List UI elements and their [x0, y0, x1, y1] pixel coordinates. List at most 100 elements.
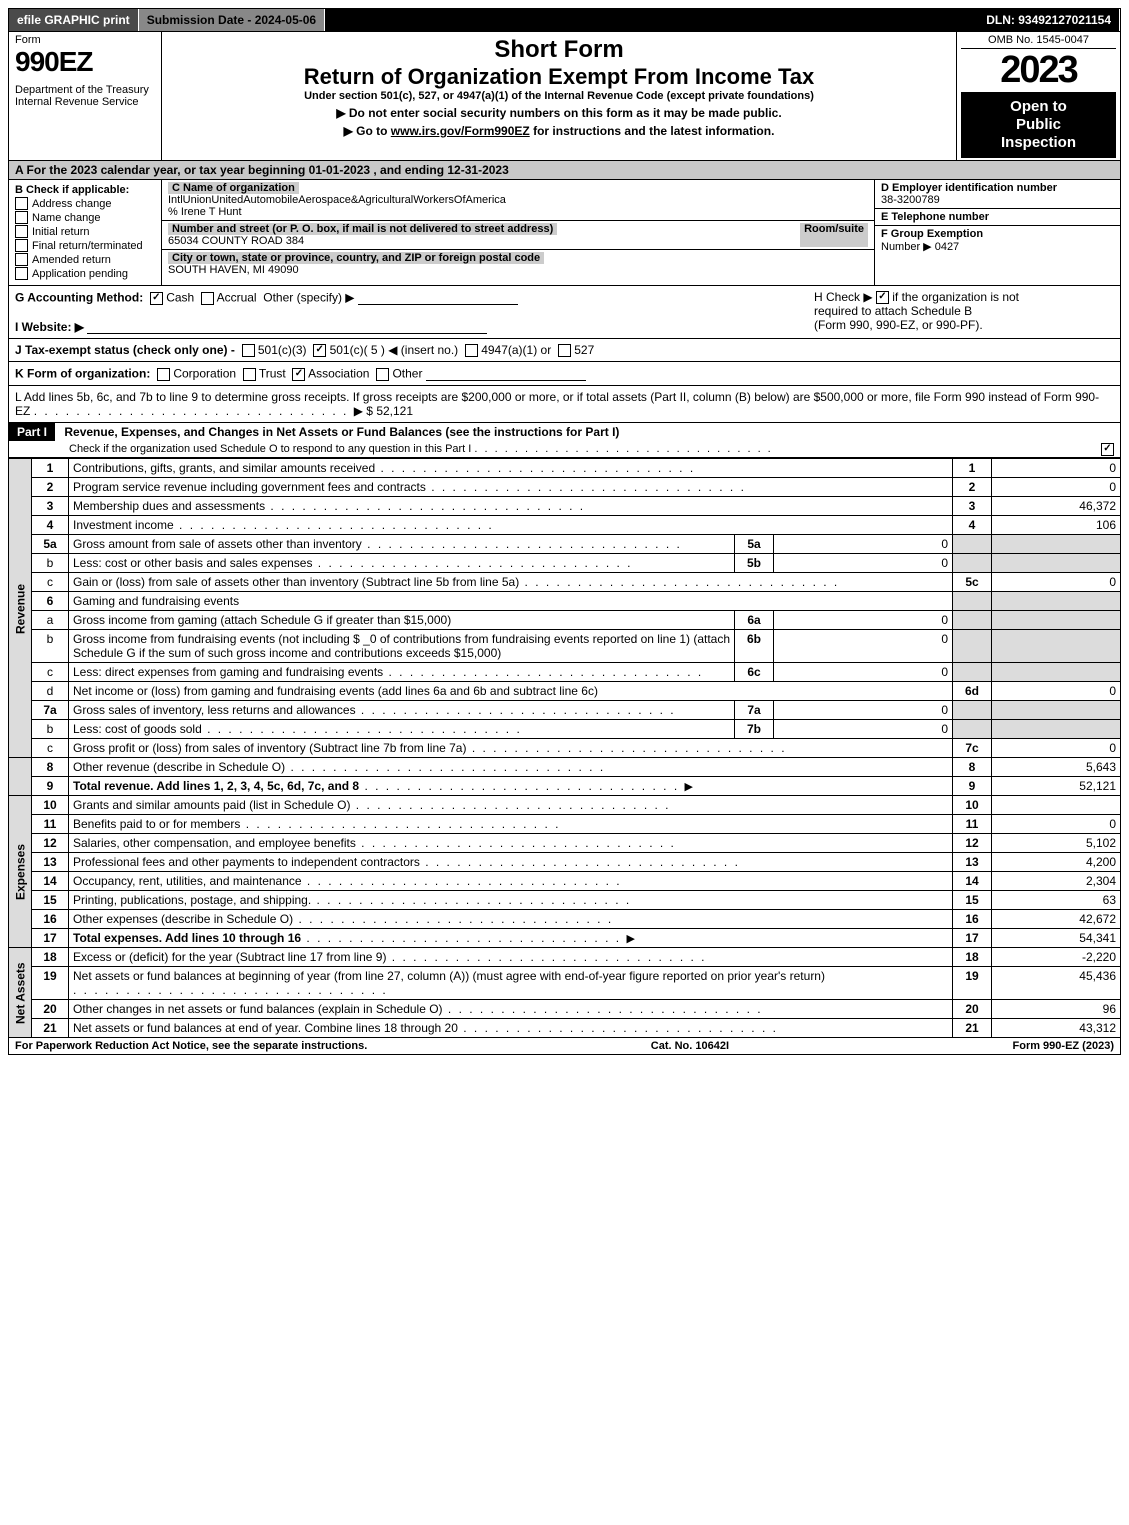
- f-label: F Group Exemption: [881, 228, 983, 240]
- line-5c-value: 0: [992, 573, 1121, 592]
- checkbox-final-return[interactable]: [15, 239, 28, 252]
- line-12-value: 5,102: [992, 834, 1121, 853]
- efile-print-button[interactable]: efile GRAPHIC print: [9, 9, 139, 31]
- ein-value: 38-3200789: [881, 194, 1114, 206]
- checkbox-4947a1[interactable]: [465, 344, 478, 357]
- i-label: I Website: ▶: [15, 320, 84, 334]
- submission-date: Submission Date - 2024-05-06: [139, 9, 325, 31]
- group-exemption-value: 0427: [935, 241, 959, 253]
- form-title: Return of Organization Exempt From Incom…: [170, 64, 948, 90]
- care-of: % Irene T Hunt: [168, 206, 868, 218]
- street-label: Number and street (or P. O. box, if mail…: [168, 223, 557, 235]
- checkbox-address-change[interactable]: [15, 197, 28, 210]
- f-block: F Group Exemption Number ▶ 0427: [875, 226, 1120, 255]
- line-16-value: 42,672: [992, 910, 1121, 929]
- checkbox-527[interactable]: [558, 344, 571, 357]
- line-4-value: 106: [992, 516, 1121, 535]
- row-j: J Tax-exempt status (check only one) - 5…: [8, 339, 1121, 362]
- c-city-block: City or town, state or province, country…: [162, 250, 874, 278]
- checkbox-application-pending[interactable]: [15, 267, 28, 280]
- checkbox-trust[interactable]: [243, 368, 256, 381]
- net-assets-side-label: Net Assets: [9, 948, 32, 1038]
- dept-line-2: Internal Revenue Service: [15, 96, 155, 108]
- e-label: E Telephone number: [881, 211, 1114, 223]
- line-19-value: 45,436: [992, 967, 1121, 1000]
- footer-left: For Paperwork Reduction Act Notice, see …: [15, 1040, 367, 1052]
- form-subtitle: Under section 501(c), 527, or 4947(a)(1)…: [170, 90, 948, 102]
- g-block: G Accounting Method: Cash Accrual Other …: [15, 290, 804, 334]
- form-id-block: Form 990EZ Department of the Treasury In…: [9, 32, 162, 160]
- line-11-value: 0: [992, 815, 1121, 834]
- other-org-input[interactable]: [426, 366, 586, 381]
- line-17-value: 54,341: [992, 929, 1121, 948]
- line-7c-value: 0: [992, 739, 1121, 758]
- row-k: K Form of organization: Corporation Trus…: [8, 362, 1121, 386]
- instruction-1: ▶ Do not enter social security numbers o…: [170, 106, 948, 120]
- checkbox-association[interactable]: [292, 368, 305, 381]
- part-i-tab: Part I: [9, 423, 55, 441]
- checkbox-accrual[interactable]: [201, 292, 214, 305]
- line-5a-value: 0: [774, 535, 953, 554]
- f-label-2: Number ▶: [881, 241, 932, 253]
- line-20-value: 96: [992, 1000, 1121, 1019]
- part-i-header: Part I Revenue, Expenses, and Changes in…: [8, 423, 1121, 458]
- expenses-side-label: Expenses: [9, 796, 32, 948]
- line-6b-value: 0: [774, 630, 953, 663]
- d-label: D Employer identification number: [881, 182, 1114, 194]
- other-method-input[interactable]: [358, 290, 518, 305]
- instruction-2: ▶ Go to www.irs.gov/Form990EZ for instru…: [170, 124, 948, 138]
- line-18-value: -2,220: [992, 948, 1121, 967]
- line-6a-value: 0: [774, 611, 953, 630]
- omb-number: OMB No. 1545-0047: [961, 34, 1116, 49]
- d-block: D Employer identification number 38-3200…: [875, 180, 1120, 209]
- checkbox-501c[interactable]: [313, 344, 326, 357]
- c-label: C Name of organization: [168, 182, 299, 194]
- j-label: J Tax-exempt status (check only one) -: [15, 343, 235, 357]
- e-block: E Telephone number: [875, 209, 1120, 226]
- form-label: Form: [15, 34, 155, 46]
- line-7b-value: 0: [774, 720, 953, 739]
- footer-catalog: Cat. No. 10642I: [651, 1040, 729, 1052]
- top-bar: efile GRAPHIC print Submission Date - 20…: [8, 8, 1121, 32]
- row-a-tax-year: A For the 2023 calendar year, or tax yea…: [8, 161, 1121, 180]
- checkbox-cash[interactable]: [150, 292, 163, 305]
- org-name: IntlUnionUnitedAutomobileAerospace&Agric…: [168, 194, 868, 206]
- checkbox-amended-return[interactable]: [15, 253, 28, 266]
- g-label: G Accounting Method:: [15, 291, 143, 305]
- revenue-side-label: Revenue: [9, 459, 32, 758]
- line-6c-value: 0: [774, 663, 953, 682]
- line-9-value: 52,121: [992, 777, 1121, 796]
- tax-year: 2023: [961, 49, 1116, 92]
- page-footer: For Paperwork Reduction Act Notice, see …: [8, 1038, 1121, 1055]
- line-5b-value: 0: [774, 554, 953, 573]
- k-label: K Form of organization:: [15, 367, 150, 381]
- checkbox-name-change[interactable]: [15, 211, 28, 224]
- line-3-value: 46,372: [992, 497, 1121, 516]
- checkbox-initial-return[interactable]: [15, 225, 28, 238]
- website-input[interactable]: [87, 319, 487, 334]
- checkbox-other-org[interactable]: [376, 368, 389, 381]
- checkbox-corporation[interactable]: [157, 368, 170, 381]
- form-number: 990EZ: [15, 46, 155, 78]
- line-10-value: [992, 796, 1121, 815]
- b-title: B Check if applicable:: [15, 184, 155, 196]
- c-street-block: Number and street (or P. O. box, if mail…: [162, 221, 874, 250]
- dept-line-1: Department of the Treasury: [15, 84, 155, 96]
- short-form-label: Short Form: [170, 36, 948, 64]
- part-i-title: Revenue, Expenses, and Changes in Net As…: [58, 423, 625, 441]
- column-b: B Check if applicable: Address change Na…: [9, 180, 162, 285]
- checkbox-schedule-o-used[interactable]: [1101, 443, 1114, 456]
- line-1-value: 0: [992, 459, 1121, 478]
- checkbox-501c3[interactable]: [242, 344, 255, 357]
- line-15-value: 63: [992, 891, 1121, 910]
- row-l: L Add lines 5b, 6c, and 7b to line 9 to …: [8, 386, 1121, 423]
- open-to-public: Open to Public Inspection: [961, 92, 1116, 158]
- checkbox-schedule-b-not-required[interactable]: [876, 291, 889, 304]
- line-21-value: 43,312: [992, 1019, 1121, 1038]
- city-value: SOUTH HAVEN, MI 49090: [168, 264, 868, 276]
- form-header: Form 990EZ Department of the Treasury In…: [8, 32, 1121, 161]
- line-13-value: 4,200: [992, 853, 1121, 872]
- irs-link[interactable]: www.irs.gov/Form990EZ: [391, 124, 530, 138]
- l-amount-label: ▶ $: [354, 404, 373, 418]
- dln: DLN: 93492127021154: [978, 9, 1120, 31]
